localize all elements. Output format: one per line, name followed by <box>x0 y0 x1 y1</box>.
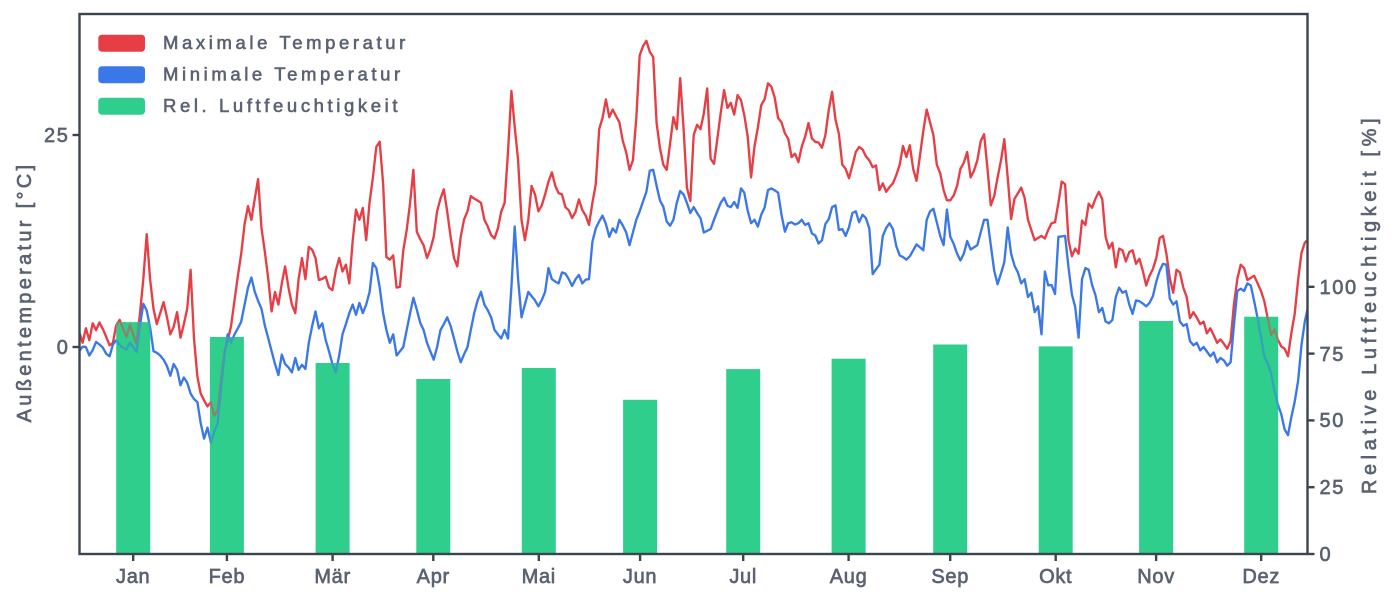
svg-text:Relative Luftfeuchtigkeit [%]: Relative Luftfeuchtigkeit [%] <box>1359 114 1381 494</box>
svg-text:0: 0 <box>57 337 70 359</box>
svg-text:Jul: Jul <box>729 566 757 588</box>
svg-text:Jan: Jan <box>116 566 150 588</box>
svg-text:50: 50 <box>1320 410 1345 432</box>
svg-text:Maximale Temperatur: Maximale Temperatur <box>163 32 409 53</box>
svg-text:Aug: Aug <box>830 566 868 588</box>
svg-text:Feb: Feb <box>209 566 246 588</box>
svg-text:25: 25 <box>1320 477 1345 499</box>
svg-text:Sep: Sep <box>931 566 969 588</box>
svg-text:0: 0 <box>1320 544 1333 566</box>
svg-text:Apr: Apr <box>417 566 450 588</box>
svg-text:Mär: Mär <box>314 566 351 588</box>
svg-text:100: 100 <box>1320 277 1358 299</box>
svg-text:Dez: Dez <box>1242 566 1280 588</box>
svg-text:25: 25 <box>44 125 69 147</box>
svg-text:Jun: Jun <box>623 566 657 588</box>
svg-text:Nov: Nov <box>1137 566 1175 588</box>
svg-text:Mai: Mai <box>522 566 556 588</box>
svg-text:Rel. Luftfeuchtigkeit: Rel. Luftfeuchtigkeit <box>163 95 401 116</box>
svg-text:Minimale Temperatur: Minimale Temperatur <box>163 64 404 85</box>
svg-text:75: 75 <box>1320 344 1345 366</box>
svg-text:Okt: Okt <box>1039 566 1072 588</box>
svg-text:Außentemperatur [°C]: Außentemperatur [°C] <box>14 162 36 423</box>
